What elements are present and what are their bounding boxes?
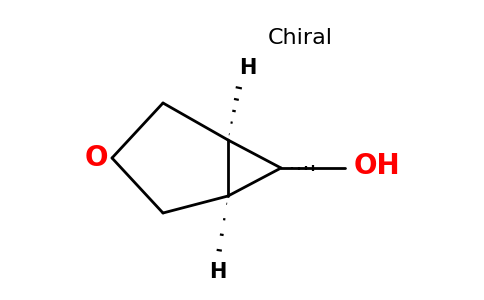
Text: H: H (239, 58, 257, 78)
Text: O: O (84, 144, 108, 172)
Text: H: H (209, 262, 227, 282)
Text: OH: OH (354, 152, 400, 180)
Text: Chiral: Chiral (268, 28, 333, 48)
